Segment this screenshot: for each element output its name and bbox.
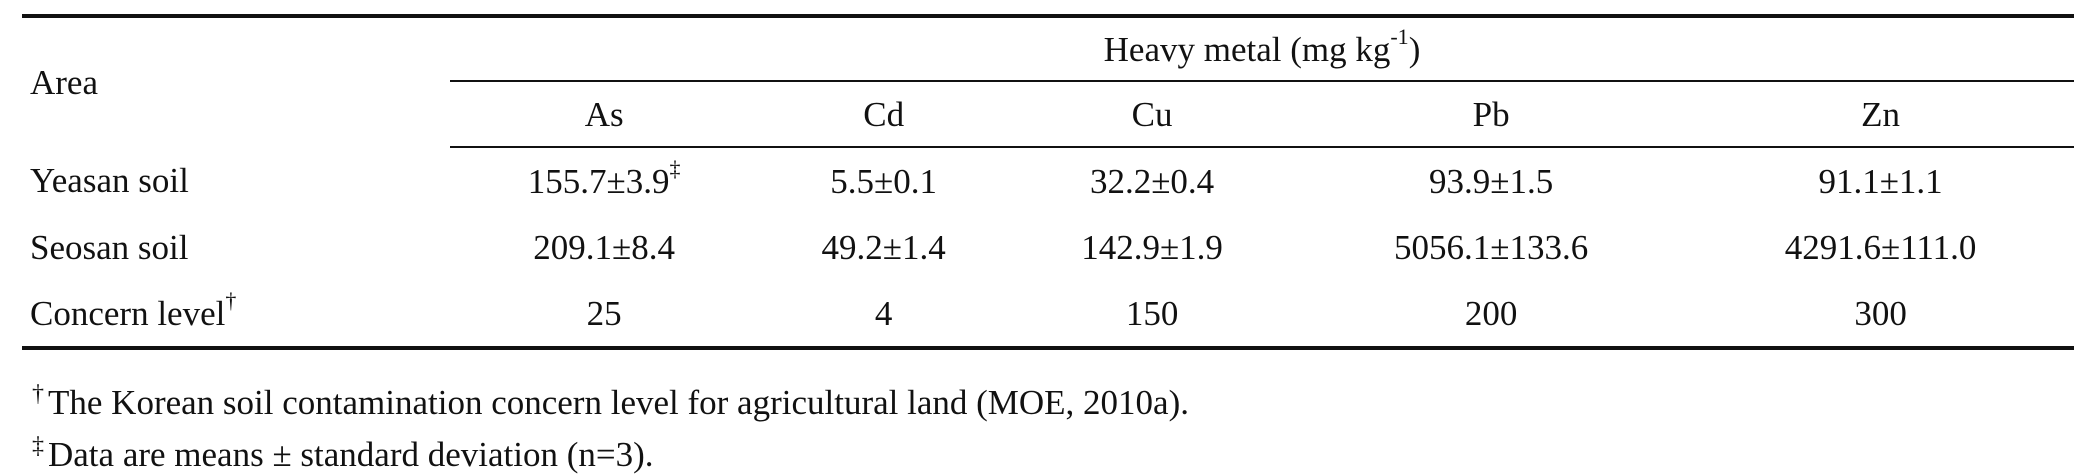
group-header-exponent: -1	[1390, 23, 1409, 49]
heavy-metal-group-header: Heavy metal (mg kg-1)	[450, 16, 2074, 82]
cell-value: 25	[586, 293, 622, 333]
table-cell: 25	[450, 280, 758, 348]
footnote-mark: †	[32, 381, 44, 407]
header-row-group: Area Heavy metal (mg kg-1)	[22, 16, 2074, 100]
column-header-pb: Pb	[1295, 81, 1688, 148]
table-cell: 32.2±0.4	[1089, 161, 1215, 201]
table-cell: 5056.1±133.6	[1394, 227, 1589, 267]
table-cell: 4	[874, 293, 893, 333]
footnote-data-means: ‡ Data are means ± standard deviation (n…	[32, 420, 1189, 472]
area-header-label: Area	[30, 63, 99, 102]
area-header: Area	[22, 16, 450, 147]
table-row-concern-level: Concern level† 25 4 150 200 300	[22, 280, 2074, 348]
table-cell: 91.1±1.1	[1818, 161, 1943, 201]
cell-footnote-mark: ‡	[669, 155, 681, 181]
table-cell: 150	[1125, 293, 1179, 333]
table-cell: 5.5±0.1	[830, 161, 938, 201]
column-header-as: As	[450, 81, 759, 148]
footnote-mark: ‡	[32, 433, 44, 459]
column-header-cd: Cd	[758, 81, 1010, 148]
cell-value: 155.7±3.9	[527, 161, 670, 201]
footnote-text: The Korean soil contamination concern le…	[48, 383, 1189, 422]
table-cell: 49.2±1.4	[821, 227, 946, 267]
table-cell: 155.7±3.9‡	[450, 147, 758, 214]
table-row-yeasan: Yeasan soil 155.7±3.9‡ 5.5±0.1 32.2±0.4 …	[22, 147, 2074, 214]
row-label-text: Seosan soil	[30, 227, 189, 267]
footnote-concern-level: † The Korean soil contamination concern …	[32, 368, 1189, 420]
table-cell: 209.1±8.4	[450, 214, 758, 280]
table-cell: 300	[1854, 293, 1907, 333]
heavy-metal-table: Area Heavy metal (mg kg-1) As Cd Cu Pb Z…	[22, 14, 2074, 350]
table-cell: 4291.6±111.0	[1784, 227, 1977, 267]
row-label-mark: †	[225, 287, 237, 313]
heavy-metal-table-container: Area Heavy metal (mg kg-1) As Cd Cu Pb Z…	[22, 14, 2074, 350]
row-label-text: Concern level	[30, 293, 226, 333]
row-label: Concern level†	[22, 280, 450, 348]
table-row-seosan: Seosan soil 209.1±8.4 49.2±1.4 142.9±1.9…	[22, 214, 2074, 280]
row-label: Yeasan soil	[22, 147, 450, 214]
row-label: Seosan soil	[22, 214, 450, 280]
row-label-text: Yeasan soil	[30, 161, 189, 200]
group-header-text: Heavy metal (mg kg	[1103, 29, 1391, 69]
group-header-close: )	[1408, 29, 1421, 69]
cell-value: 209.1±8.4	[533, 227, 675, 267]
table-cell: 142.9±1.9	[1081, 227, 1223, 267]
footnote-text: Data are means ± standard deviation (n=3…	[48, 435, 654, 474]
table-cell: 200	[1464, 293, 1518, 333]
header-row-metals: As Cd Cu Pb Zn	[22, 81, 2074, 148]
table-cell: 93.9±1.5	[1429, 161, 1554, 201]
table-footnotes: † The Korean soil contamination concern …	[32, 368, 1189, 472]
column-header-zn: Zn	[1687, 81, 2074, 148]
column-header-cu: Cu	[1009, 81, 1296, 148]
